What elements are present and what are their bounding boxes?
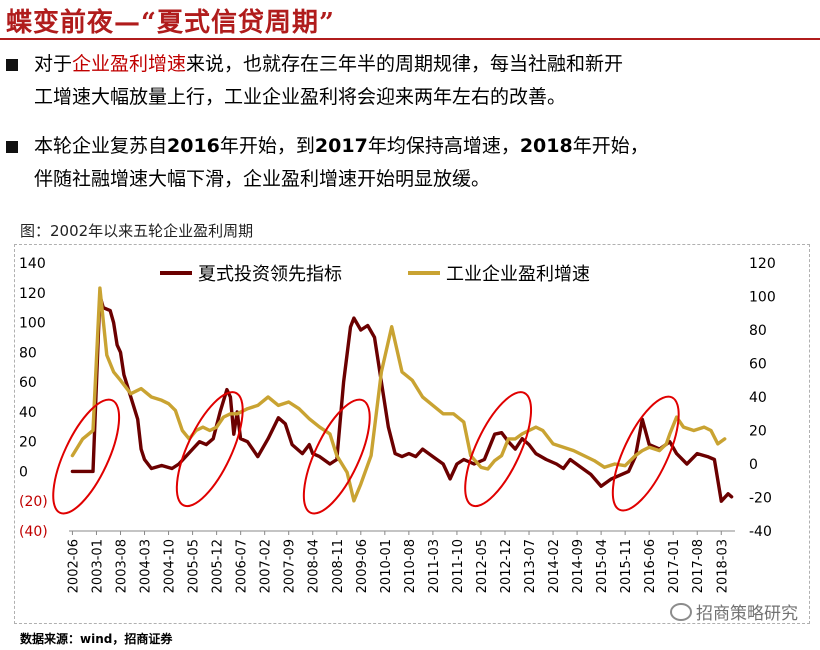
data-source: 数据来源：wind，招商证券 [20, 632, 173, 646]
bullet-text-run: 来说，也就存在三年半的周期规律，每当社融和新开 [186, 53, 624, 75]
x-tick-label: 2014-02 [547, 539, 562, 593]
y-left-tick-label: (20) [19, 494, 48, 510]
bullet-text-run: 年开始， [572, 135, 649, 157]
x-tick-label: 2015-11 [619, 539, 634, 593]
x-tick-label: 2008-04 [307, 539, 322, 593]
highlight-ellipse [52, 398, 121, 515]
highlight-ellipse [611, 395, 680, 512]
watermark-text: 招商策略研究 [696, 604, 798, 624]
highlighted-text: 企业盈利增速 [72, 53, 187, 75]
watermark: 招商策略研究 [670, 599, 798, 624]
y-right-tick-label: 20 [749, 424, 767, 440]
x-tick-label: 2017-01 [667, 539, 682, 593]
x-tick-label: 2002-06 [66, 539, 81, 593]
y-left-tick-label: 100 [19, 316, 46, 332]
x-tick-label: 2003-01 [90, 539, 105, 593]
highlight-ellipse [302, 398, 371, 515]
y-right-tick-label: 120 [749, 256, 776, 272]
x-tick-label: 2012-05 [475, 539, 490, 593]
x-tick-label: 2009-06 [355, 539, 370, 593]
y-right-tick-label: -40 [749, 524, 772, 540]
bullet-square-icon [6, 141, 18, 153]
x-tick-label: 2018-03 [715, 539, 730, 593]
bullet-text-run: 伴随社融增速大幅下滑，企业盈利增速开始明显放缓。 [34, 168, 491, 190]
x-tick-label: 2007-09 [283, 539, 298, 593]
wechat-logo-icon [670, 603, 692, 621]
y-right-tick-label: 40 [749, 390, 767, 406]
y-left-tick-label: 120 [19, 286, 46, 302]
title-rule [0, 38, 820, 40]
bullet-text-run: 工增速大幅放量上行，工业企业盈利将会迎来两年左右的改善。 [34, 86, 567, 108]
chart-frame: (40) (20) 0 20 40 60 80 100 120 140 -40 -20 0 20 40 60 8… [14, 244, 810, 624]
x-tick-label: 2003-08 [114, 539, 129, 593]
bullet-text-run: 年均保持高增速， [367, 135, 520, 157]
bullet-line: 伴随社融增速大幅下滑，企业盈利增速开始明显放缓。 [34, 163, 806, 196]
y-left-tick-label: 80 [19, 345, 37, 361]
profit-cycle-chart: (40) (20) 0 20 40 60 80 100 120 140 -40 -20 0 20 40 60 8… [19, 256, 776, 593]
bullet-square-icon [6, 59, 18, 71]
x-tick-label: 2007-02 [259, 539, 274, 593]
highlight-ellipse [464, 391, 533, 508]
bullet-text-run: 本轮企业复苏自 [34, 135, 168, 157]
x-tick-label: 2011-03 [427, 539, 442, 593]
x-tick-label: 2010-08 [403, 539, 418, 593]
y-right-tick-label: 60 [749, 357, 767, 373]
x-tick-label: 2011-10 [451, 539, 466, 593]
x-tick-label: 2010-01 [379, 539, 394, 593]
bullet-text-run: 2017 [314, 135, 368, 157]
page-title: 蝶变前夜—“夏式信贷周期” [6, 8, 335, 38]
bullet-line: 工增速大幅放量上行，工业企业盈利将会迎来两年左右的改善。 [34, 81, 806, 114]
x-tick-label: 2004-10 [163, 539, 178, 593]
x-tick-label: 2017-08 [691, 539, 706, 593]
y-left-tick-label: 140 [19, 256, 46, 272]
x-tick-label: 2013-07 [523, 539, 538, 593]
highlight-ellipse [175, 391, 244, 508]
bullet-line: 对于企业盈利增速来说，也就存在三年半的周期规律，每当社融和新开 [34, 48, 806, 81]
series-line-1 [70, 294, 734, 503]
x-tick-label: 2014-09 [571, 539, 586, 593]
y-left-tick-label: 60 [19, 375, 37, 391]
x-tick-label: 2015-04 [595, 539, 610, 593]
x-tick-label: 2008-11 [331, 539, 346, 593]
bullet-text-run: 年开始，到 [219, 135, 315, 157]
y-left-tick-label: 40 [19, 405, 37, 421]
y-left-tick-label: 0 [19, 464, 28, 480]
bullet-text-run: 2018 [519, 135, 573, 157]
y-left-tick-label: 20 [19, 435, 37, 451]
bullet-text-1: 对于企业盈利增速来说，也就存在三年半的周期规律，每当社融和新开工增速大幅放量上行… [34, 48, 806, 114]
x-tick-label: 2004-03 [139, 539, 154, 593]
y-right-tick-label: 100 [749, 290, 776, 306]
y-right-tick-label: -20 [749, 491, 772, 507]
figure-caption: 图：2002年以来五轮企业盈利周期 [20, 222, 254, 240]
x-tick-label: 2005-05 [187, 539, 202, 593]
bullet-line: 本轮企业复苏自2016年开始，到2017年均保持高增速，2018年开始， [34, 130, 806, 163]
y-right-tick-label: 80 [749, 323, 767, 339]
y-right-tick-label: 0 [749, 457, 758, 473]
legend-label: 工业企业盈利增速 [446, 264, 590, 285]
x-tick-label: 2016-06 [643, 539, 658, 593]
bullet-text-run: 2016 [167, 135, 220, 157]
x-tick-label: 2006-07 [235, 539, 250, 593]
legend-label: 夏式投资领先指标 [198, 264, 342, 285]
bullet-text-run: 对于 [34, 53, 73, 75]
series-line-2 [70, 286, 727, 503]
x-tick-label: 2012-12 [499, 539, 514, 593]
bullet-text-2: 本轮企业复苏自2016年开始，到2017年均保持高增速，2018年开始， 伴随社融… [34, 130, 806, 196]
x-tick-label: 2005-12 [211, 539, 226, 593]
y-left-tick-label: (40) [19, 524, 48, 540]
